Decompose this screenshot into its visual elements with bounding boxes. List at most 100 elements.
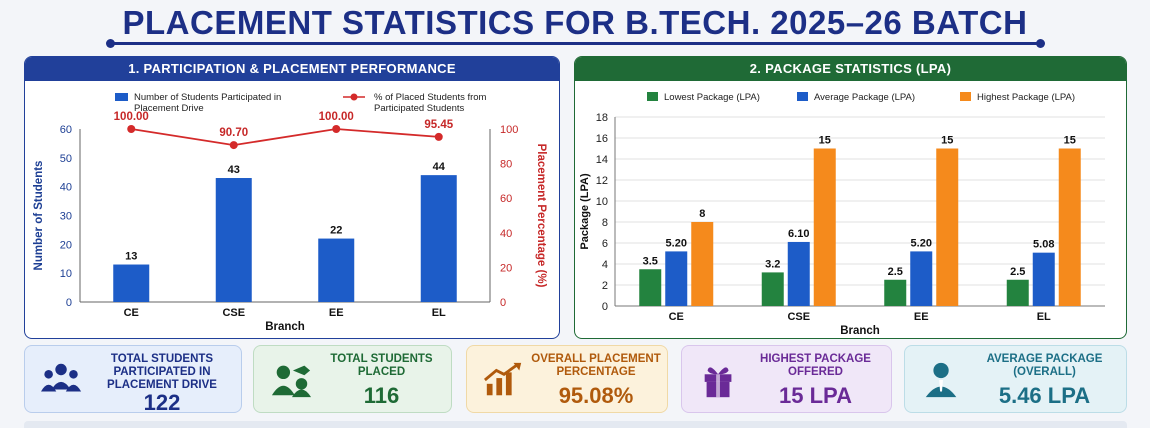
summary-card-label: TOTAL STUDENTS PLACED (330, 353, 433, 378)
y-tick-label: 60 (60, 124, 72, 136)
y2-tick-label: 20 (500, 262, 512, 274)
y-tick-label: 30 (60, 211, 72, 223)
summary-card: TOTAL STUDENTS PLACED 116 (253, 345, 452, 413)
x-tick-label: CE (124, 307, 139, 319)
bar-value-label: 22 (330, 225, 342, 237)
legend-swatch-participated (115, 93, 128, 101)
bar-value-label: 2.5 (1010, 266, 1025, 278)
bar-participated-cse (215, 178, 252, 302)
bar-value-label: 5.20 (666, 237, 687, 249)
legend-label-highest: Highest Package (LPA) (977, 92, 1075, 103)
bar-value-label: 43 (228, 164, 240, 176)
x-tick-label: CE (669, 311, 684, 323)
y-tick-label: 40 (60, 182, 72, 194)
legend-swatch-lowest (647, 92, 658, 101)
bar-value-label: 3.2 (765, 258, 780, 270)
placed-percentage-point-el (434, 132, 443, 141)
y-tick-label: 0 (66, 297, 72, 309)
bar-value-label: 15 (941, 135, 953, 147)
participation-chart: Number of Students Participated in Placem… (33, 92, 547, 333)
y-tick-label: 20 (60, 239, 72, 251)
growth-chart-icon (483, 362, 522, 396)
bar-value-label: 2.5 (888, 266, 903, 278)
summary-card-value: 116 (363, 383, 400, 408)
y2-tick-label: 40 (500, 228, 512, 240)
bar-highest-ce (691, 222, 714, 306)
y-tick-label: 4 (602, 259, 608, 271)
x-axis-title: Branch (265, 321, 305, 333)
y2-tick-label: 100 (500, 124, 518, 136)
bar-highest-ee (936, 148, 959, 306)
bar-average-ce (665, 251, 688, 306)
bar-value-label: 13 (125, 251, 137, 263)
bar-participated-ee (318, 238, 355, 302)
bar-value-label: 44 (433, 161, 446, 173)
summary-card-label: HIGHEST PACKAGE OFFERED (760, 353, 871, 378)
summary-card: TOTAL STUDENTS PARTICIPATED IN PLACEMENT… (24, 345, 242, 413)
legend-label-average: Average Package (LPA) (814, 92, 915, 103)
bar-highest-cse (813, 148, 836, 306)
bar-lowest-cse (761, 272, 784, 306)
y-tick-label: 10 (60, 268, 72, 280)
bar-lowest-el (1006, 279, 1029, 306)
legend-swatch-highest (960, 92, 971, 101)
summary-card-value: 15 LPA (779, 383, 852, 408)
y2-axis-title: Placement Percentage (%) (535, 144, 547, 288)
package-panel: 2. PACKAGE STATISTICS (LPA) Lowest Packa… (574, 56, 1127, 339)
bar-average-ee (910, 251, 933, 306)
graduate-icon (271, 365, 312, 398)
x-tick-label: EL (1037, 311, 1051, 323)
y-axis-title: Package (LPA) (579, 173, 591, 250)
y-tick-label: 14 (596, 154, 608, 166)
summary-card-value: 5.46 LPA (998, 383, 1091, 408)
placed-percentage-point-ee (332, 125, 341, 133)
y-tick-label: 50 (60, 153, 72, 165)
bar-value-label: 6.10 (788, 228, 809, 240)
page-title: PLACEMENT STATISTICS FOR B.TECH. 2025–26… (122, 4, 1028, 41)
summary-card: OVERALL PLACEMENT PERCENTAGE 95.08% (466, 345, 668, 413)
line-value-label: 100.00 (114, 111, 149, 123)
line-value-label: 95.45 (424, 119, 453, 131)
x-tick-label: EE (914, 311, 929, 323)
bar-average-cse (787, 241, 810, 306)
participation-panel: 1. PARTICIPATION & PLACEMENT PERFORMANCE… (24, 56, 560, 339)
bar-value-label: 15 (819, 135, 831, 147)
bar-value-label: 15 (1064, 135, 1076, 147)
y-tick-label: 10 (596, 196, 608, 208)
y-tick-label: 8 (602, 217, 608, 229)
bar-value-label: 5.20 (911, 237, 932, 249)
y-tick-label: 12 (596, 175, 608, 187)
title-underline-dot-right (1036, 39, 1045, 48)
legend-marker-placed (350, 93, 358, 101)
legend-label-placed: % of Placed Students from Participated St… (374, 92, 487, 114)
legend-label-participated: Number of Students Participated in Placem… (134, 92, 281, 114)
bar-participated-ce (113, 264, 150, 302)
y2-tick-label: 80 (500, 159, 512, 171)
bar-average-el (1032, 252, 1055, 306)
y-tick-label: 2 (602, 280, 608, 292)
legend-label-lowest: Lowest Package (LPA) (664, 92, 760, 103)
placed-percentage-point-cse (229, 141, 238, 150)
bar-lowest-ce (639, 269, 662, 306)
summary-card-value: 95.08% (558, 383, 634, 408)
bar-value-label: 3.5 (643, 255, 658, 267)
gift-icon (704, 367, 732, 398)
x-tick-label: EE (329, 307, 344, 319)
participation-panel-title: 1. PARTICIPATION & PLACEMENT PERFORMANCE (25, 57, 559, 81)
package-chart: Lowest Package (LPA) Average Package (LPA… (579, 92, 1105, 337)
professional-icon (925, 362, 957, 398)
summary-card-value: 122 (143, 390, 181, 413)
x-axis-title: Branch (840, 325, 880, 337)
y-tick-label: 16 (596, 133, 608, 145)
y-tick-label: 18 (596, 112, 608, 124)
title-underline-dot-left (106, 39, 115, 48)
legend-swatch-average (797, 92, 808, 101)
placed-percentage-line (131, 128, 439, 147)
summary-card-label: TOTAL STUDENTS PARTICIPATED IN PLACEMENT… (107, 353, 217, 391)
bar-participated-el (420, 175, 457, 302)
y2-tick-label: 0 (500, 297, 506, 309)
summary-card-label: AVERAGE PACKAGE (OVERALL) (986, 353, 1103, 378)
bar-value-label: 8 (699, 208, 705, 220)
x-tick-label: EL (432, 307, 446, 319)
x-tick-label: CSE (222, 307, 245, 319)
